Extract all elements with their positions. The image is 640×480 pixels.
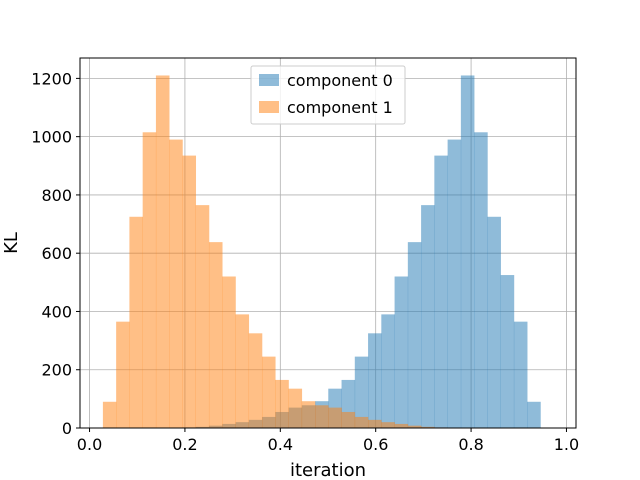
histogram-bar: [248, 333, 263, 428]
histogram-bar: [407, 242, 422, 428]
x-axis-title: iteration: [290, 460, 366, 480]
histogram-bar: [195, 205, 210, 428]
histogram-bar: [315, 405, 329, 428]
plot-area: 0.0 0.2 0.4 0.6 0.8 1.0 0 200 400 600 800 1000 1200: [31, 57, 579, 454]
legend-label-component-0: component 0: [287, 71, 393, 90]
histogram-bar: [261, 356, 276, 428]
histogram-bar: [513, 321, 528, 428]
histogram-bar: [394, 423, 409, 428]
histogram-bar: [354, 416, 369, 428]
histogram-bar: [434, 155, 448, 428]
histogram-bar: [341, 411, 356, 428]
y-tick-label: 1000: [31, 128, 72, 147]
legend-box: [250, 65, 406, 125]
histogram-bar: [447, 139, 462, 428]
axes-frame: [79, 57, 577, 429]
histogram-bar: [354, 356, 369, 428]
histogram-bar: [142, 132, 157, 429]
histogram-bar: [328, 407, 342, 428]
series-component-1: [102, 75, 448, 429]
histogram-bar: [487, 216, 501, 428]
histogram-bar: [407, 425, 422, 428]
histogram-bar: [235, 314, 250, 428]
histogram-bar: [474, 132, 488, 429]
y-tick-label: 400: [41, 302, 72, 321]
histogram-bar: [421, 426, 435, 428]
x-tick-label: 0.2: [172, 435, 197, 454]
histogram-bar: [500, 275, 515, 428]
histogram-bar: [368, 419, 382, 428]
legend-swatch-component-1: [259, 101, 279, 113]
y-tick-label: 800: [41, 186, 72, 205]
x-tick-label: 0.4: [268, 435, 293, 454]
histogram-bar: [222, 276, 236, 428]
histogram-bar: [102, 401, 117, 428]
x-tick-label: 0.0: [77, 435, 102, 454]
axis-ticks: 0.0 0.2 0.4 0.6 0.8 1.0 0 200 400 600 800 1000 1200: [31, 69, 579, 454]
y-tick-label: 200: [41, 361, 72, 380]
histogram-bar: [169, 139, 183, 428]
histogram-bar: [527, 401, 541, 428]
histogram-bars: [102, 75, 541, 429]
histogram-bar: [421, 205, 435, 428]
histogram-bar: [288, 388, 303, 428]
histogram-bar: [301, 401, 316, 428]
histogram-bar: [381, 314, 395, 428]
histogram-bar: [208, 242, 223, 428]
legend-swatch-component-0: [259, 74, 279, 86]
y-tick-label: 1200: [31, 69, 72, 88]
x-tick-label: 0.8: [458, 435, 483, 454]
histogram-bar: [460, 75, 475, 428]
histogram-bar: [381, 422, 395, 428]
histogram-bar: [116, 321, 130, 428]
x-tick-label: 0.6: [363, 435, 388, 454]
legend: component 0 component 1: [250, 65, 406, 125]
x-tick-label: 1.0: [554, 435, 579, 454]
histogram-bar: [368, 333, 382, 428]
histogram-bar: [182, 155, 197, 428]
legend-label-component-1: component 1: [287, 98, 393, 117]
histogram-bar: [129, 216, 143, 428]
histogram-bar: [275, 379, 289, 428]
histogram-bar: [155, 75, 170, 428]
histogram-bar: [394, 276, 409, 428]
y-tick-label: 600: [41, 244, 72, 263]
y-tick-label: 0: [62, 419, 72, 438]
y-axis-title: KL: [1, 232, 22, 254]
